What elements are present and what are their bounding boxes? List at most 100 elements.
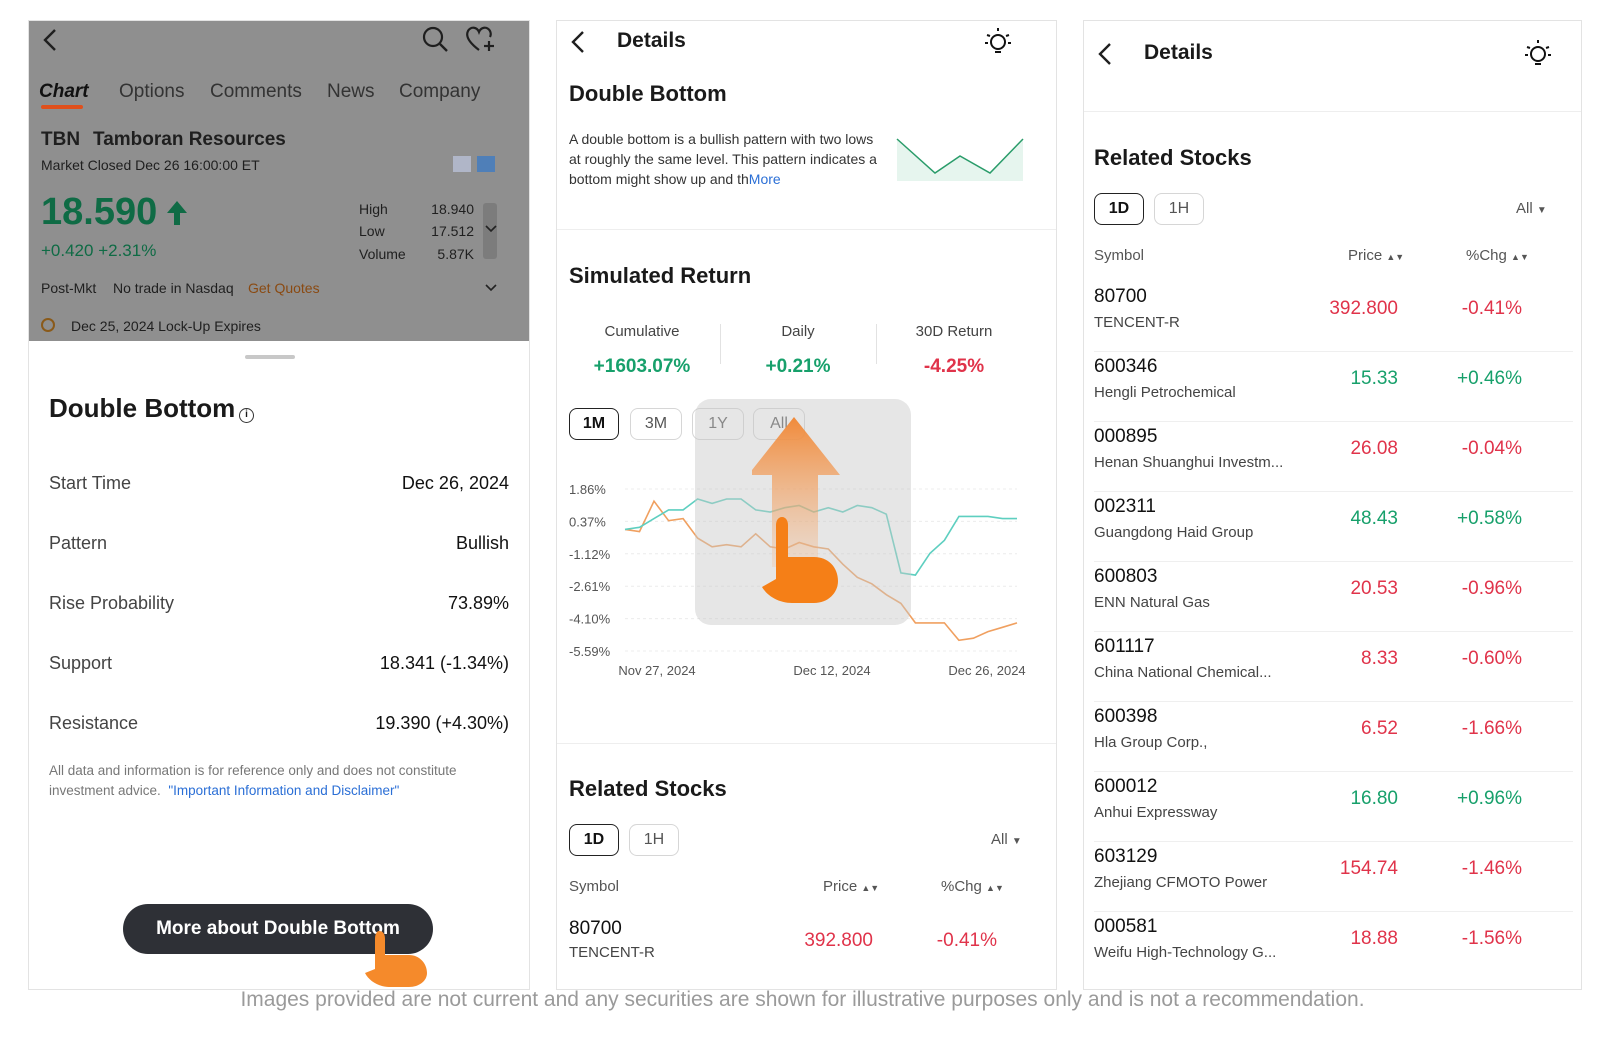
row-label: Resistance [49,713,139,733]
tab-chart[interactable]: Chart [39,81,89,102]
row-label: Support [49,653,113,673]
volume-label: Volume [359,246,406,262]
heart-add-icon[interactable] [465,25,497,53]
x-tick-label: Dec 26, 2024 [948,663,1025,678]
description-text: A double bottom is a bullish pattern wit… [569,131,877,187]
row-divider [1094,771,1573,772]
row-resistance: Resistance 19.390 (+4.30%) [49,713,509,734]
x-tick-label: Nov 27, 2024 [618,663,695,678]
tap-hand-icon [361,931,441,989]
col-price[interactable]: Price ▲▼ [823,878,879,895]
info-icon[interactable]: i [239,408,254,423]
related-stocks-title: Related Stocks [1094,145,1252,170]
metric-divider [720,324,721,364]
period-1d[interactable]: 1D [1094,193,1144,225]
us-flag-icon [453,156,471,172]
divider [557,229,1056,230]
back-arrow-icon[interactable] [1096,41,1116,67]
range-1m[interactable]: 1M [569,408,619,440]
period-1h[interactable]: 1H [1154,193,1204,225]
series-line-cumulative [624,499,1018,642]
high-label: High [359,201,388,217]
tab-comments[interactable]: Comments [210,81,302,102]
filter-dropdown[interactable]: All ▼ [1516,200,1547,217]
tab-options[interactable]: Options [119,81,185,102]
chevron-down-icon[interactable] [485,284,497,292]
col-chg[interactable]: %Chg ▲▼ [1466,247,1529,264]
col-price[interactable]: Price ▲▼ [1348,247,1404,264]
y-tick-label: -1.12% [569,547,611,562]
range-1y[interactable]: 1Y [692,408,744,440]
lightbulb-icon[interactable] [1522,37,1554,69]
row-price: 26.08 [1350,438,1398,459]
lightbulb-icon[interactable] [982,25,1014,57]
y-tick-label: 0.37% [569,514,606,529]
row-name: ENN Natural Gas [1094,594,1210,611]
up-arrow-icon [165,199,189,227]
tab-company[interactable]: Company [399,81,481,102]
table-row[interactable]: 000581 Weifu High-Technology G... 18.88 -1.… [1084,914,1581,984]
table-row[interactable]: 601117 China National Chemical... 8.33 -0.6… [1084,634,1581,704]
ticker-symbol: TBN [41,129,81,150]
range-3m[interactable]: 3M [630,408,682,440]
get-quotes-link[interactable]: Get Quotes [248,280,320,296]
sheet-drag-handle[interactable] [245,355,295,359]
price-change: +0.420 +2.31% [41,241,157,260]
row-price: 6.52 [1361,718,1398,739]
row-value: 73.89% [447,593,509,613]
row-chg: +0.96% [1457,788,1522,809]
row-symbol[interactable]: 80700 [569,918,622,939]
back-arrow-icon[interactable] [569,29,589,55]
row-name: TENCENT-R [569,944,655,961]
col-price-label: Price [1348,247,1383,264]
row-name: Weifu High-Technology G... [1094,944,1277,961]
row-name: TENCENT-R [1094,314,1180,331]
row-symbol: 000895 [1094,426,1158,447]
period-1d[interactable]: 1D [569,824,619,856]
stock-detail-panel: Chart Options Comments News Company TBN … [28,20,530,990]
table-row[interactable]: 600346 Hengli Petrochemical 15.33 +0.46% [1084,354,1581,424]
series-line-sp500 [624,498,1017,576]
more-link[interactable]: More [748,171,781,187]
filter-dropdown[interactable]: All ▼ [991,831,1022,848]
row-price: 392.800 [804,930,873,951]
col-chg[interactable]: %Chg ▲▼ [941,878,1004,895]
disclaimer-link[interactable]: "Important Information and Disclaimer" [168,783,400,798]
row-symbol: 600346 [1094,356,1158,377]
row-price: 48.43 [1350,508,1398,529]
row-label: Pattern [49,533,108,553]
market-status: Market Closed Dec 26 16:00:00 ET [41,157,260,173]
row-start-time: Start Time Dec 26, 2024 [49,473,509,494]
sort-icon: ▲▼ [1511,252,1529,262]
col-price-label: Price [823,878,858,895]
table-row[interactable]: 002311 Guangdong Haid Group 48.43 +0.58% [1084,494,1581,564]
tab-news[interactable]: News [327,81,375,102]
details-panel: Details Double Bottom A double bottom is… [556,20,1057,990]
row-chg: +0.46% [1457,368,1522,389]
table-row[interactable]: 000895 Henan Shuanghui Investm... 26.08 -0.… [1084,424,1581,494]
col-symbol: Symbol [569,878,620,895]
row-pattern: Pattern Bullish [49,533,509,554]
row-divider [1094,631,1573,632]
last-price: 18.590 [41,191,158,233]
search-icon[interactable] [421,25,449,53]
footer-disclaimer: Images provided are not current and any … [240,988,1365,1011]
row-chg: +0.58% [1457,508,1522,529]
back-arrow-icon[interactable] [41,27,61,53]
row-value: Dec 26, 2024 [401,473,509,493]
chevron-down-icon[interactable] [485,225,497,233]
table-row[interactable]: 600398 Hla Group Corp., 6.52 -1.66% [1084,704,1581,774]
row-price: 16.80 [1350,788,1398,809]
row-symbol: 601117 [1094,636,1155,657]
row-value: 19.390 (+4.30%) [375,713,509,733]
table-row[interactable]: 600012 Anhui Expressway 16.80 +0.96% [1084,774,1581,844]
table-row[interactable]: 600803 ENN Natural Gas 20.53 -0.96% [1084,564,1581,634]
table-row[interactable]: 603129 Zhejiang CFMOTO Power 154.74 -1.46% [1084,844,1581,914]
pattern-title: Double Bottom [569,81,727,106]
company-name: Tamboran Resources [93,129,286,150]
period-1h[interactable]: 1H [629,824,679,856]
table-row[interactable]: 80700 TENCENT-R 392.800 -0.41% [1084,284,1581,354]
row-support: Support 18.341 (-1.34%) [49,653,509,674]
row-symbol: 600398 [1094,706,1158,727]
divider [1084,111,1581,112]
